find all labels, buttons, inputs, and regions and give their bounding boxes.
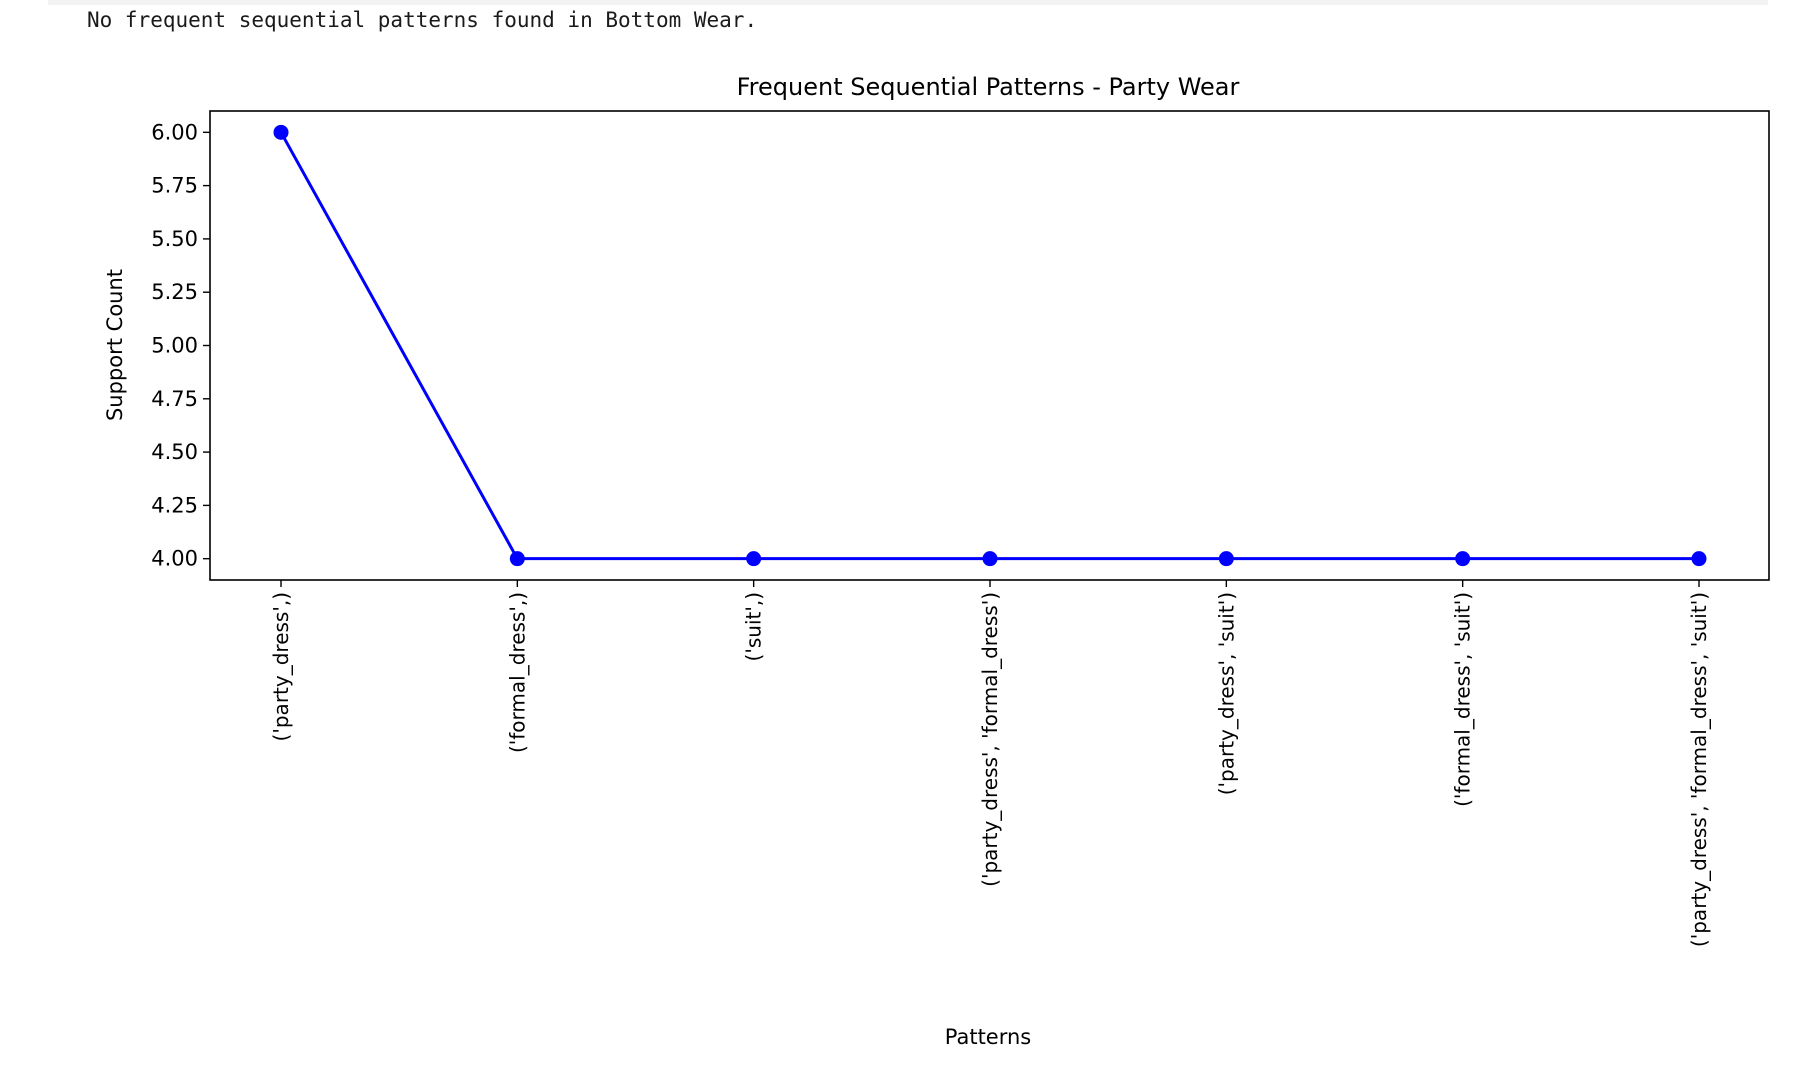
x-tick-label: ('formal_dress',) xyxy=(505,592,529,753)
data-point xyxy=(1455,551,1471,567)
y-tick-label: 4.50 xyxy=(151,440,198,464)
data-point xyxy=(1218,551,1234,567)
y-tick-label: 6.00 xyxy=(151,120,198,144)
y-axis-label: Support Count xyxy=(103,269,127,421)
series-layer xyxy=(273,124,1707,567)
chart-title: Frequent Sequential Patterns - Party Wea… xyxy=(737,73,1240,101)
x-tick-label: ('party_dress', 'formal_dress', 'suit') xyxy=(1687,592,1711,947)
plot-area-frame xyxy=(209,110,1770,581)
x-tick-label: ('party_dress', 'formal_dress') xyxy=(978,592,1002,887)
y-tick-label: 5.25 xyxy=(151,280,198,304)
data-point xyxy=(746,551,762,567)
output-cell-divider xyxy=(48,0,1768,5)
data-point xyxy=(1691,551,1707,567)
x-tick-label: ('party_dress',) xyxy=(269,592,293,741)
data-point xyxy=(509,551,525,567)
x-tick-label: ('suit',) xyxy=(742,592,766,661)
series-line xyxy=(279,131,1699,561)
y-tick-label: 5.75 xyxy=(151,174,198,198)
y-tick-label: 5.00 xyxy=(151,334,198,358)
y-tick-label: 4.25 xyxy=(151,493,198,517)
y-tick-label: 4.75 xyxy=(151,387,198,411)
data-point xyxy=(982,551,998,567)
x-tick-label: ('party_dress', 'suit') xyxy=(1214,592,1238,795)
y-tick-label: 5.50 xyxy=(151,227,198,251)
x-tick-label: ('formal_dress', 'suit') xyxy=(1451,592,1475,807)
x-axis: ('party_dress',) ('formal_dress',) ('suit'… xyxy=(269,580,1711,947)
y-tick-label: 4.00 xyxy=(151,547,198,571)
y-axis: 4.00 4.25 4.50 4.75 5.00 5.25 5.50 5.75 6.00 xyxy=(151,120,210,571)
data-point xyxy=(273,124,289,140)
x-axis-label: Patterns xyxy=(945,1025,1032,1049)
output-message: No frequent sequential patterns found in… xyxy=(87,8,758,32)
